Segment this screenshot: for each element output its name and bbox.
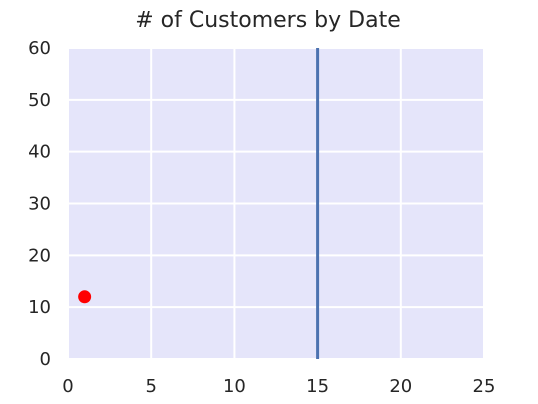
y-tick-label: 60 — [28, 38, 51, 59]
y-axis-ticks: 0 10 20 30 40 50 60 — [28, 38, 51, 370]
data-points — [78, 290, 92, 304]
x-tick-label: 20 — [389, 376, 412, 397]
data-point — [78, 290, 92, 304]
x-tick-label: 10 — [223, 376, 246, 397]
x-tick-label: 25 — [473, 376, 496, 397]
y-tick-label: 40 — [28, 142, 51, 163]
x-tick-label: 15 — [306, 376, 329, 397]
y-tick-label: 0 — [40, 349, 51, 370]
grid — [67, 47, 485, 360]
y-tick-label: 20 — [28, 245, 51, 266]
chart-title: # of Customers by Date — [135, 8, 401, 33]
y-tick-label: 10 — [28, 297, 51, 318]
y-tick-label: 50 — [28, 90, 51, 111]
x-tick-label: 5 — [145, 376, 156, 397]
y-tick-label: 30 — [28, 194, 51, 215]
x-axis-ticks: 0 5 10 15 20 25 — [62, 376, 495, 397]
x-tick-label: 0 — [62, 376, 73, 397]
